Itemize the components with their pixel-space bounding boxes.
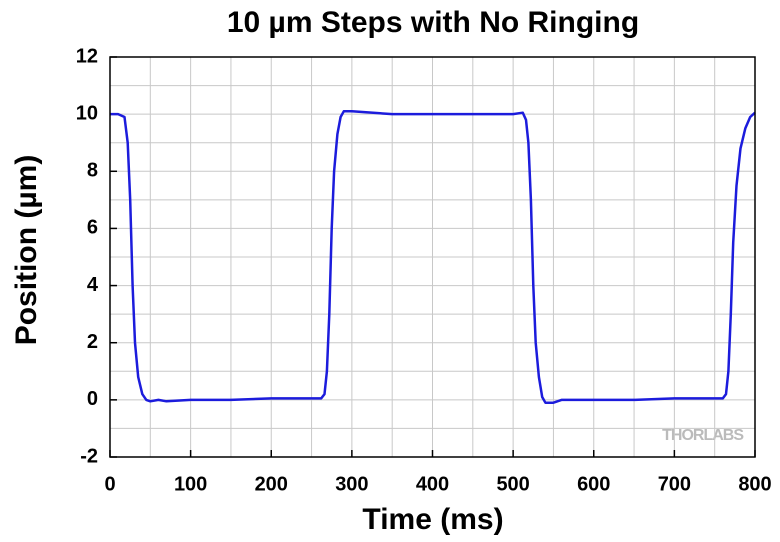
- x-tick-label: 100: [174, 473, 207, 495]
- watermark: THORLABS: [662, 427, 744, 444]
- x-tick-label: 500: [496, 473, 529, 495]
- x-tick-label: 700: [658, 473, 691, 495]
- y-tick-label: 12: [76, 45, 98, 67]
- y-tick-label: 0: [87, 388, 98, 410]
- plot-frame: [109, 56, 756, 458]
- y-tick-label: 2: [87, 331, 98, 353]
- y-axis-label: Position (µm): [10, 155, 43, 346]
- y-tick-label: 10: [76, 102, 98, 124]
- y-tick-label: -2: [80, 445, 98, 467]
- y-tick-label: 4: [87, 274, 99, 296]
- data-line: [110, 110, 756, 404]
- x-tick-label: 200: [255, 473, 288, 495]
- chart-title: 10 µm Steps with No Ringing: [227, 6, 639, 39]
- x-tick-label: 300: [335, 473, 368, 495]
- x-tick-label: 600: [577, 473, 610, 495]
- y-tick-label: 8: [87, 160, 98, 182]
- x-axis-label: Time (ms): [362, 503, 503, 536]
- x-tick-label: 400: [416, 473, 449, 495]
- x-tick-label: 0: [104, 473, 115, 495]
- y-tick-label: 6: [87, 217, 98, 239]
- x-tick-label: 800: [738, 473, 771, 495]
